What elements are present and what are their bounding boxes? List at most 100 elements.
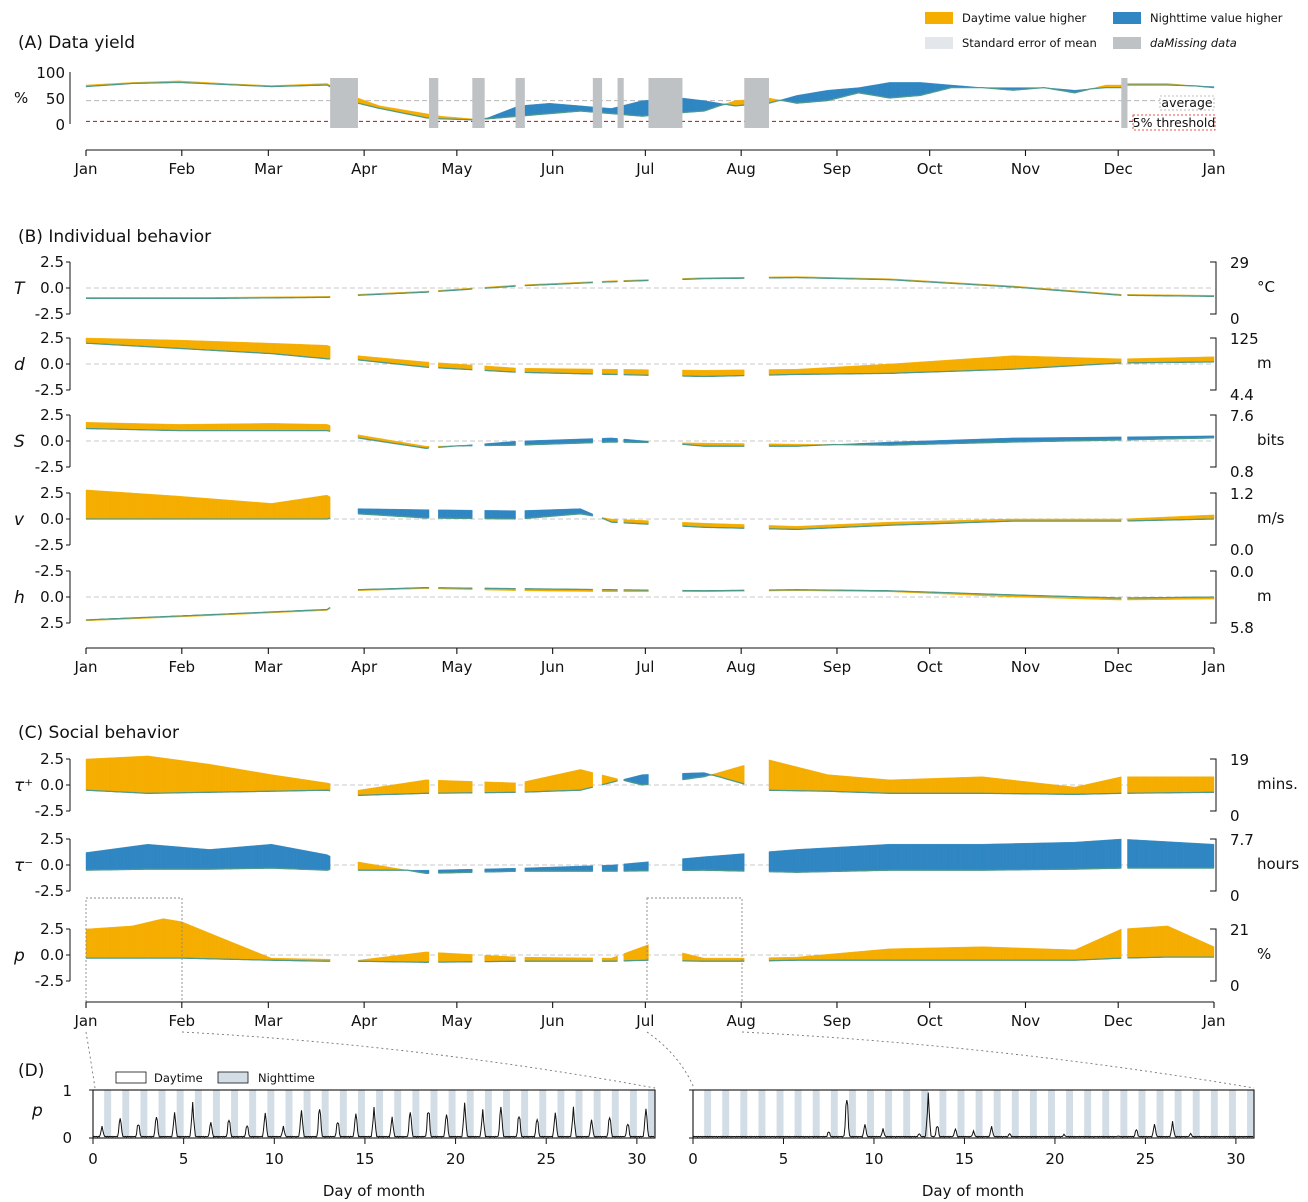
panel-b-row-label: h <box>14 588 25 608</box>
panel-b-area <box>682 369 686 377</box>
panel-c-area <box>969 776 974 794</box>
panel-c-area <box>499 782 504 793</box>
panel-c-area <box>697 856 702 871</box>
panel-b-area <box>926 361 930 373</box>
panel-b-area <box>178 424 183 431</box>
panel-c-area <box>153 844 158 870</box>
panel-c-mean-line <box>358 869 429 874</box>
panel-b-mean-line <box>524 513 593 520</box>
panel-b-area <box>98 422 102 430</box>
panel-b-area <box>883 363 887 374</box>
panel-c-area <box>1065 949 1069 961</box>
threshold-label: 5% threshold <box>1133 115 1216 130</box>
panel-b-area <box>719 369 723 377</box>
panel-b-area <box>774 369 779 376</box>
panel-c-area <box>1019 780 1023 794</box>
panel-c-tick-label: Sep <box>823 1012 851 1030</box>
panel-b-area <box>469 509 473 519</box>
panel-c-area <box>88 928 93 959</box>
panel-c-area <box>846 846 850 872</box>
panel-c-area <box>1185 776 1190 793</box>
panel-c-area <box>540 777 544 792</box>
panel-b-row-1: T2.50.0-2.529°C0 <box>14 253 1275 328</box>
panel-c-area <box>886 843 890 871</box>
panel-c-area <box>954 844 958 871</box>
panel-b-right-axis <box>1210 414 1217 468</box>
panel-c-area <box>113 926 118 959</box>
panel-d-jul-night-band <box>740 1090 748 1138</box>
panel-b-area <box>125 422 130 430</box>
panel-c-area <box>1080 784 1085 795</box>
panel-b-area <box>203 497 207 520</box>
panel-b-area <box>215 498 220 520</box>
panel-c-area <box>1006 843 1011 871</box>
panel-c-area <box>855 951 859 961</box>
panel-b-month-axis: Jan Feb Mar Apr May Jun Jul Aug Sep Oct Nov Dec Jan <box>73 647 1226 676</box>
panel-b-area <box>975 357 980 371</box>
panel-c-area <box>190 847 195 870</box>
panel-c-area <box>503 782 507 793</box>
panel-b-area <box>586 368 590 375</box>
panel-c-area <box>509 782 513 793</box>
panel-c-area <box>240 769 244 792</box>
panel-c-area <box>982 776 986 794</box>
panel-c-area <box>611 864 615 872</box>
panel-c-area <box>685 857 689 871</box>
yield-area <box>700 100 705 112</box>
panel-c-area <box>456 780 461 794</box>
panel-c-area <box>589 865 594 872</box>
panel-c-area <box>311 851 315 870</box>
panel-b-area <box>1179 357 1184 363</box>
panel-c-area <box>740 853 745 872</box>
panel-b-area <box>604 368 609 375</box>
panel-c-area <box>119 756 124 793</box>
panel-b-area <box>289 499 294 520</box>
panel-c-area <box>268 843 272 869</box>
panel-b-area <box>274 343 278 355</box>
panel-a-tick-label: Sep <box>823 160 851 178</box>
panel-b-area <box>246 423 250 431</box>
panel-c-area <box>425 951 430 963</box>
panel-b-area <box>110 422 115 430</box>
panel-c-area <box>960 946 964 961</box>
panel-c-tick-label: May <box>441 1012 472 1030</box>
panel-c-area <box>419 780 424 794</box>
panel-d-jan-night-band <box>448 1090 456 1138</box>
panel-d-jan-night-band <box>502 1090 510 1138</box>
panel-c-area <box>98 758 102 792</box>
panel-c-area <box>1158 926 1162 958</box>
panel-b-area <box>224 341 229 352</box>
panel-c-area <box>175 846 179 870</box>
panel-b-area <box>172 339 176 349</box>
panel-c-mean-line <box>623 959 649 962</box>
yield-area <box>802 93 807 103</box>
panel-b-area <box>132 423 136 430</box>
panel-b-area <box>175 339 179 349</box>
panel-b-area <box>685 369 689 377</box>
panel-b-area <box>611 368 615 375</box>
panel-c-area <box>125 756 130 793</box>
panel-b-area <box>1173 357 1178 363</box>
panel-c-area <box>790 849 794 873</box>
panel-b-area <box>574 508 578 515</box>
yield-area <box>880 83 884 98</box>
panel-b-row-label: d <box>14 355 25 375</box>
panel-c-tick-label: Mar <box>254 1012 283 1030</box>
panel-b-area <box>425 509 430 519</box>
panel-c-area <box>1189 935 1193 958</box>
panel-c-area <box>1198 776 1202 793</box>
panel-b-mean-line <box>769 589 1122 599</box>
panel-b-area <box>917 361 921 373</box>
panel-c-area <box>286 776 291 792</box>
panel-b-area <box>564 508 569 516</box>
panel-c-area <box>1012 947 1017 961</box>
panel-b-area <box>153 423 158 431</box>
panel-b-area <box>812 367 816 375</box>
panel-c-area <box>459 953 464 963</box>
panel-b-area <box>583 368 587 375</box>
panel-d-jul-night-band <box>902 1090 911 1138</box>
panel-b-area <box>258 423 263 431</box>
panel-c-area <box>1071 841 1076 870</box>
panel-b-area <box>549 509 553 517</box>
panel-d-jul-night-band <box>1174 1090 1182 1138</box>
